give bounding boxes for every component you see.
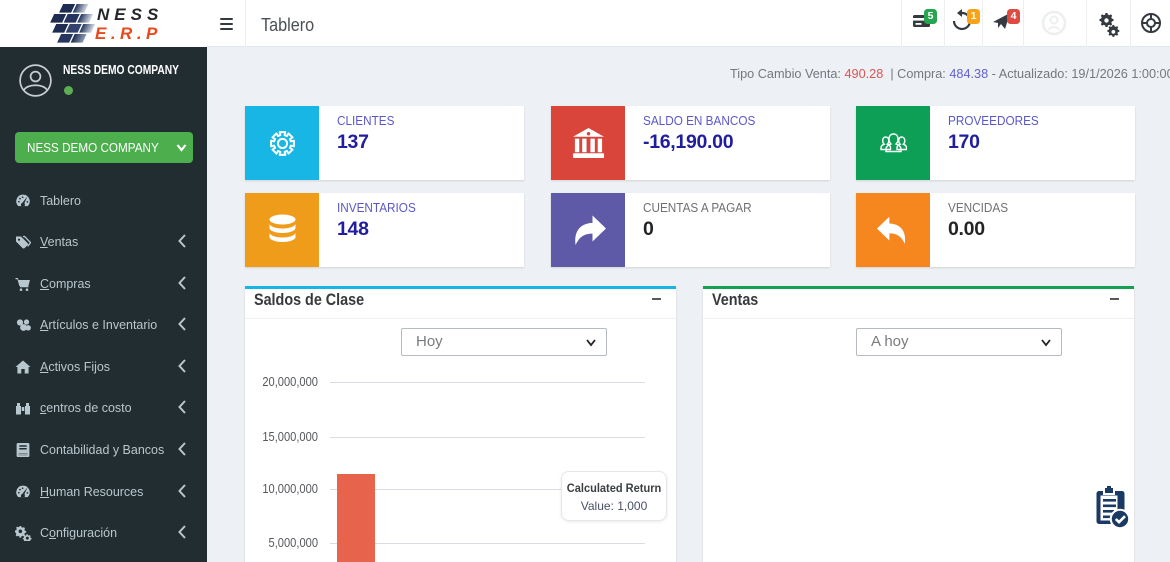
svg-text:NESS: NESS xyxy=(97,5,163,24)
svg-text:E.R.P: E.R.P xyxy=(95,24,162,43)
